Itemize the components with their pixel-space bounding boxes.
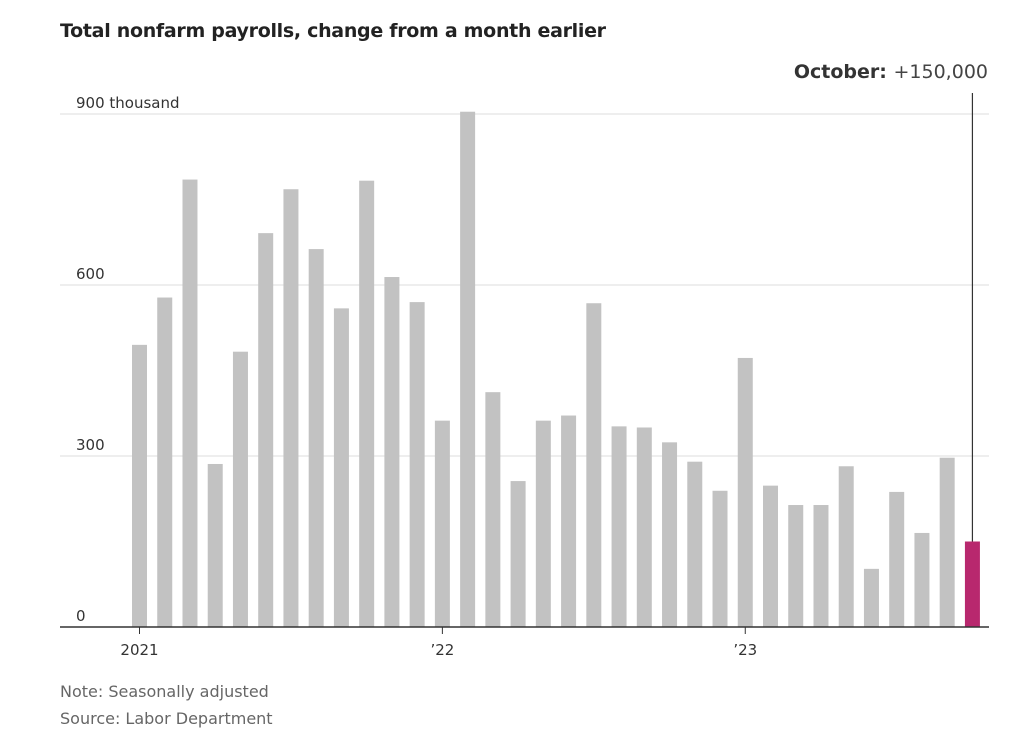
bars [132,111,980,628]
bar [434,420,450,627]
annotation-label: October: [794,61,894,83]
bar [182,179,198,628]
bar [283,189,299,628]
bar [636,427,652,627]
bar [561,415,577,627]
chart-title: Total nonfarm payrolls, change from a mo… [60,20,606,42]
bar [157,297,173,627]
bar [207,463,223,627]
bar [485,392,501,627]
y-tick-label: 600 [76,265,105,283]
bar [308,249,324,627]
payrolls-bar-chart: 0 300 600 900 thousand 2021 ’22 ’23 October: … [60,61,989,659]
bar [788,505,804,627]
bar [939,457,955,627]
bar [409,302,425,627]
y-tick-label: 300 [76,436,105,454]
y-tick-labels: 0 300 600 900 thousand [76,94,180,625]
annotation-text: October: +150,000 [794,61,988,83]
bar [914,532,930,627]
x-tick-label: 2021 [120,641,158,659]
bar [258,233,274,627]
bar [384,277,400,627]
x-tick-labels: 2021 ’22 ’23 [120,641,757,659]
annotation-value: +150,000 [894,61,989,83]
bar [687,461,703,627]
bar [813,505,829,627]
bar [712,490,728,627]
bar [232,351,248,627]
bar [737,357,753,627]
bar [863,568,879,627]
y-tick-label: 0 [76,607,86,625]
x-axis [60,626,989,634]
october-annotation: October: +150,000 [794,61,988,542]
bar [460,111,476,628]
bar [662,442,678,627]
chart-note: Note: Seasonally adjusted [60,682,269,701]
x-tick-label: ’23 [733,641,757,659]
y-tick-label: 900 thousand [76,94,180,112]
bar [586,303,602,627]
bar-highlight [964,541,980,627]
gridlines [60,113,989,457]
chart-source: Source: Labor Department [60,709,273,728]
x-tick-label: ’22 [430,641,454,659]
bar [763,485,778,627]
bar [535,420,551,627]
bar [611,426,627,627]
bar [359,180,375,627]
bar [838,466,854,627]
bar [132,344,147,627]
bar [333,308,349,627]
bar [889,491,905,627]
bar [510,481,526,627]
